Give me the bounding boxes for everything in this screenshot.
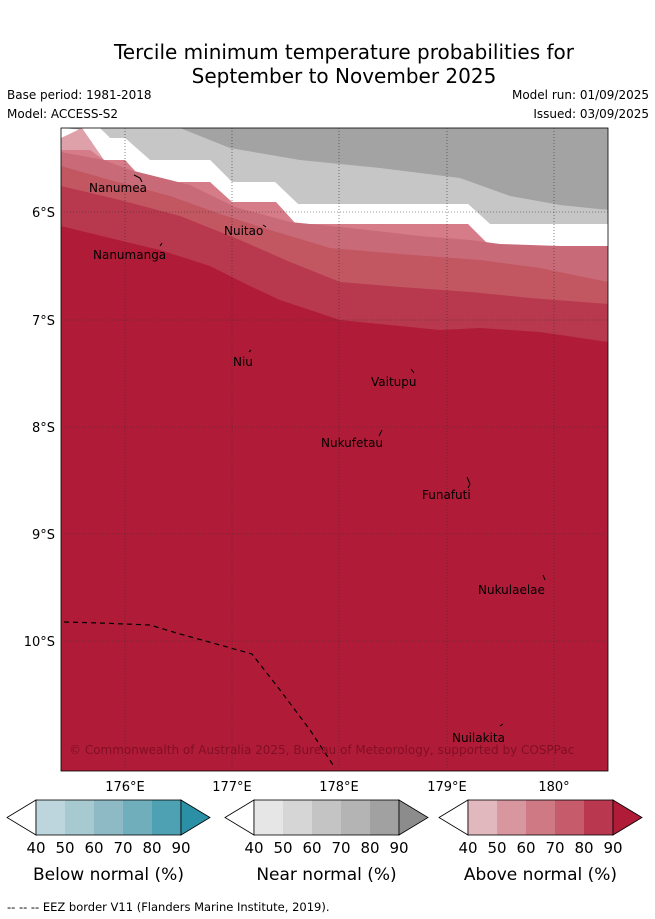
island-label: Niu (233, 355, 253, 369)
lon-label: 177°E (212, 780, 252, 795)
colorbar-segment (283, 800, 312, 835)
colorbar-legend: 40 50 60 70 80 90 Above normal (%) (438, 799, 643, 885)
colorbar-extend-low (6, 799, 37, 836)
title-line-2: September to November 2025 (191, 64, 497, 88)
island-shape-nukufetau (378, 429, 383, 437)
lat-label: 8°S (32, 421, 55, 436)
colorbar-tick-label: 90 (171, 839, 190, 857)
lat-label: 6°S (32, 206, 55, 221)
colorbar-tick-label: 40 (244, 839, 263, 857)
island-label: Nukulaelae (478, 583, 545, 597)
colorbar-segment (497, 800, 526, 835)
colorbar-segment (152, 800, 181, 835)
island-shape-nanumanga (159, 242, 163, 247)
colorbar-tick-label: 70 (331, 839, 350, 857)
map-title: Tercile minimum temperature probabilitie… (0, 40, 655, 88)
island-label: Nanumea (89, 181, 147, 195)
colorbar-segment (312, 800, 341, 835)
above-normal-90 (61, 226, 608, 771)
island-label: Funafuti (422, 488, 471, 502)
island-shape-nukulaelae (542, 574, 546, 581)
graticule (61, 128, 608, 771)
colorbar-segment (254, 800, 283, 835)
model-text: Model: ACCESS-S2 (7, 107, 119, 121)
colorbar-tick-label: 90 (389, 839, 408, 857)
colorbar-caption: Below normal (%) (33, 865, 184, 885)
colorbar-segment (36, 800, 65, 835)
colorbar-segment (468, 800, 497, 835)
lon-label: 180° (538, 780, 569, 795)
colorbar-segment (584, 800, 613, 835)
island-label: Nuitao (224, 224, 263, 238)
lat-label: 9°S (32, 528, 55, 543)
legend-group: 40 50 60 70 80 90 Below normal (%) 40 50 60 70 80 90… (6, 799, 643, 885)
eez-footnote: -- -- -- EEZ border V11 (Flanders Marine… (7, 900, 330, 914)
island-shape-nuilakita (499, 723, 504, 727)
colorbar-segment (94, 800, 123, 835)
colorbar-tick-label: 60 (84, 839, 103, 857)
colorbar-tick-label: 70 (113, 839, 132, 857)
no-signal-region (82, 128, 608, 246)
island-shape-vaitupu (410, 368, 415, 374)
colorbar-tick-label: 70 (545, 839, 564, 857)
colorbar-segment (341, 800, 370, 835)
island-shape-funafuti (466, 476, 471, 489)
island-label: Nuilakita (452, 731, 505, 745)
colorbar-segment (555, 800, 584, 835)
colorbar-extend-high (180, 799, 211, 836)
lon-label: 179°E (427, 780, 467, 795)
island-shapes (133, 174, 546, 727)
island-shape-niu (248, 349, 252, 353)
colorbar-tick-label: 60 (516, 839, 535, 857)
colorbar-extend-high (398, 799, 429, 836)
island-shape-nuitao (262, 224, 267, 228)
colorbar-segment (370, 800, 399, 835)
model-run-text: Model run: 01/09/2025 (511, 88, 649, 102)
map-frame (60, 127, 609, 772)
colorbar-segment (123, 800, 152, 835)
colorbar-tick-label: 40 (458, 839, 477, 857)
colorbar-tick-label: 80 (574, 839, 593, 857)
base-period-text: Base period: 1981-2018 (7, 88, 152, 102)
copyright-notice: © Commonwealth of Australia 2025, Bureau… (69, 743, 574, 757)
colorbar-segment (526, 800, 555, 835)
colorbar-tick-label: 80 (360, 839, 379, 857)
lon-label: 178°E (319, 780, 359, 795)
colorbar-segment (65, 800, 94, 835)
island-label: Vaitupu (371, 375, 417, 389)
colorbar-legend: 40 50 60 70 80 90 Near normal (%) (224, 799, 429, 885)
lon-label: 176°E (105, 780, 145, 795)
colorbar-legend: 40 50 60 70 80 90 Below normal (%) (6, 799, 211, 885)
island-label: Nukufetau (321, 436, 383, 450)
eez-border (63, 621, 336, 769)
colorbar-tick-label: 40 (26, 839, 45, 857)
colorbar-extend-high (612, 799, 643, 836)
colorbar-tick-label: 50 (487, 839, 506, 857)
near-normal-region-light (100, 128, 608, 224)
colorbar-tick-label: 80 (142, 839, 161, 857)
island-shape-nanumea (133, 174, 143, 183)
colorbar-tick-label: 60 (302, 839, 321, 857)
island-label: Nanumanga (93, 248, 166, 262)
issued-text: Issued: 03/09/2025 (533, 107, 649, 121)
colorbar-caption: Near normal (%) (256, 865, 396, 885)
colorbar-tick-label: 50 (273, 839, 292, 857)
probability-map (61, 128, 608, 771)
colorbar-extend-low (438, 799, 469, 836)
colorbar-tick-label: 50 (55, 839, 74, 857)
colorbar-extend-low (224, 799, 255, 836)
colorbar-caption: Above normal (%) (464, 865, 617, 885)
title-line-1: Tercile minimum temperature probabilitie… (113, 40, 575, 64)
colorbar-tick-label: 90 (603, 839, 622, 857)
lat-label: 7°S (32, 314, 55, 329)
lat-label: 10°S (24, 635, 55, 650)
